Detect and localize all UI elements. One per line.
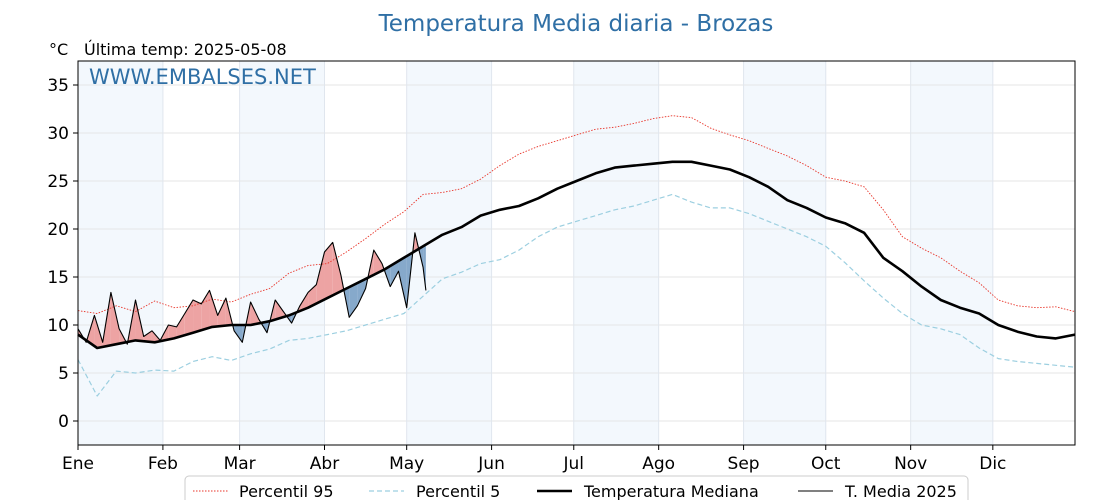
- month-band: [743, 61, 826, 445]
- y-tick-label: 0: [58, 412, 69, 432]
- month-band: [573, 61, 659, 445]
- media-2025-line: [77, 232, 427, 345]
- legend: Percentil 95 Percentil 5 Temperatura Med…: [184, 475, 969, 500]
- cold-anomaly-fill: [390, 261, 399, 287]
- x-tick-label: Jul: [563, 454, 585, 474]
- cold-anomaly-fill: [423, 244, 426, 291]
- x-tick-label: Oct: [811, 454, 841, 474]
- plot-frame: [77, 60, 1076, 446]
- warm-anomaly-fill: [299, 292, 309, 312]
- y-axis: 0 5 10 15 20 25 30 35: [47, 76, 78, 432]
- month-band: [78, 61, 163, 445]
- x-tick-label: Nov: [894, 454, 927, 474]
- warm-anomaly-fill: [168, 325, 177, 340]
- watermark: WWW.EMBALSES.NET: [89, 65, 316, 89]
- month-band: [239, 61, 325, 445]
- x-tick-label: May: [389, 454, 424, 474]
- warm-anomaly-fill: [275, 300, 284, 320]
- y-tick-label: 20: [47, 220, 69, 240]
- warm-anomaly-fill: [193, 300, 202, 333]
- warm-anomaly-fill: [143, 330, 152, 343]
- x-tick-label: Abr: [310, 454, 339, 474]
- x-tick-label: Jun: [477, 454, 505, 474]
- percentil-95-line: [77, 115, 1076, 314]
- legend-label-p5: Percentil 5: [416, 482, 500, 500]
- x-tick-label: Ene: [62, 454, 94, 474]
- x-axis: Ene Feb Mar Abr May Jun Jul Ago Sep Oct Nov Dic: [62, 445, 1006, 474]
- y-tick-label: 35: [47, 76, 69, 96]
- legend-box: [184, 475, 969, 500]
- cold-anomaly-fill: [234, 325, 243, 343]
- cold-anomaly-fill: [398, 256, 407, 308]
- unit-label: °C: [49, 40, 68, 59]
- y-tick-label: 5: [58, 364, 69, 384]
- warm-anomaly-fill: [110, 292, 120, 346]
- cold-anomaly-fill: [357, 278, 366, 306]
- warm-anomaly-fill: [373, 250, 383, 275]
- x-tick-label: Dic: [979, 454, 1006, 474]
- warm-anomaly-fill: [316, 252, 325, 304]
- cold-anomaly-fill: [349, 283, 358, 318]
- x-tick-label: Ago: [642, 454, 675, 474]
- percentil-5-line: [77, 193, 1076, 397]
- legend-label-median: Temperatura Mediana: [583, 482, 759, 500]
- x-tick-label: Sep: [728, 454, 760, 474]
- y-tick-label: 15: [47, 268, 69, 288]
- warm-anomaly-fill: [201, 290, 210, 331]
- warm-anomaly-fill: [250, 301, 259, 325]
- mediana-line: [77, 160, 1076, 350]
- warm-anomaly-fill: [176, 313, 185, 338]
- y-tick-label: 10: [47, 316, 69, 336]
- warm-anomaly-fill: [332, 242, 341, 296]
- x-tick-label: Feb: [148, 454, 178, 474]
- warm-anomaly-fill: [324, 242, 333, 300]
- last-temp-label: Última temp: 2025-05-08: [84, 40, 287, 59]
- warm-anomaly-fill: [184, 300, 194, 336]
- y-tick-label: 25: [47, 172, 69, 192]
- month-band: [910, 61, 993, 445]
- series-lines: [77, 115, 1076, 397]
- x-tick-label: Mar: [224, 454, 256, 474]
- y-tick-label: 30: [47, 124, 69, 144]
- legend-label-p95: Percentil 95: [239, 482, 334, 500]
- warm-anomaly-fill: [217, 298, 226, 327]
- warm-anomaly-fill: [209, 290, 218, 328]
- chart-title: Temperatura Media diaria - Brozas: [378, 11, 774, 37]
- legend-label-2025: T. Media 2025: [844, 482, 957, 500]
- month-bands: [78, 61, 993, 445]
